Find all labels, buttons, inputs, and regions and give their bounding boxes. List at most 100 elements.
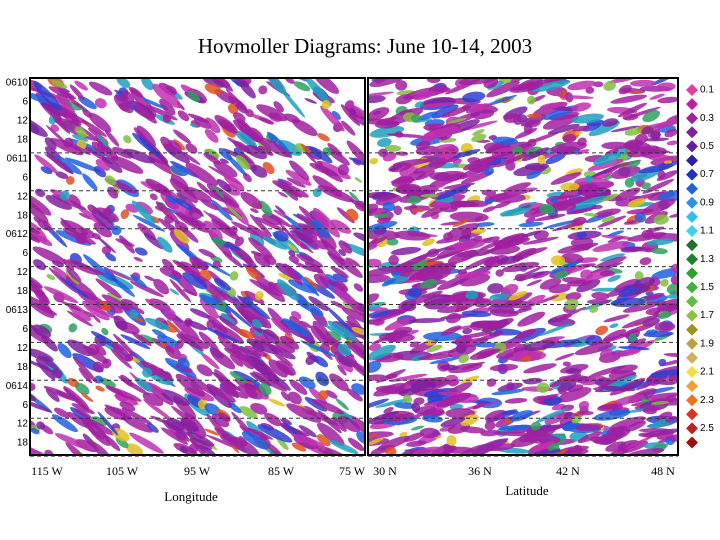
field-blob	[426, 248, 440, 258]
longitude-tick-label: 75 W	[339, 464, 366, 478]
colorbar-swatch	[686, 196, 698, 209]
field-blob	[403, 432, 424, 442]
field-blob	[213, 160, 238, 178]
colorbar-swatch	[686, 267, 698, 280]
field-blob	[337, 343, 352, 357]
field-blob	[275, 205, 286, 215]
field-blob	[74, 408, 92, 418]
field-blob	[591, 204, 603, 210]
field-blob	[157, 334, 179, 347]
field-blob	[455, 343, 467, 354]
field-blob	[477, 331, 505, 342]
field-blob	[95, 159, 110, 171]
field-blob	[173, 228, 190, 244]
field-blob	[97, 236, 116, 254]
field-blob	[59, 276, 90, 299]
field-blob	[577, 183, 598, 193]
latitude-tick-label: 42 N	[556, 464, 580, 478]
field-blob	[37, 219, 52, 231]
field-blob	[504, 237, 531, 247]
field-blob	[391, 176, 415, 188]
field-blob	[288, 279, 318, 294]
field-blob	[120, 90, 135, 105]
field-blob	[291, 119, 318, 136]
field-blob	[63, 386, 90, 409]
field-blob	[95, 385, 105, 392]
field-blob	[634, 212, 646, 223]
field-blob	[486, 80, 520, 98]
field-blob	[496, 347, 527, 359]
field-blob	[180, 417, 199, 435]
field-blob	[577, 431, 603, 444]
field-blob	[327, 320, 357, 341]
field-blob	[626, 448, 665, 455]
field-blob	[82, 300, 110, 321]
field-blob	[265, 371, 291, 391]
field-blob	[308, 410, 338, 426]
field-blob	[327, 253, 345, 271]
field-blob	[44, 137, 57, 151]
field-blob	[332, 416, 347, 432]
field-blob	[131, 200, 156, 224]
field-blob	[30, 116, 48, 138]
field-blob	[202, 78, 225, 88]
field-blob	[335, 280, 349, 293]
field-blob	[484, 199, 495, 204]
colorbar-swatch	[686, 309, 698, 322]
field-blob	[189, 123, 198, 128]
field-blob	[353, 283, 364, 292]
colorbar-swatch	[686, 366, 698, 378]
field-blob	[176, 333, 210, 349]
field-blob	[437, 183, 446, 188]
field-blob	[499, 207, 531, 217]
field-blob	[628, 90, 644, 94]
field-blob	[318, 166, 344, 183]
field-blob	[187, 90, 200, 103]
field-blob	[316, 445, 348, 455]
colorbar-swatch	[686, 380, 698, 393]
field-blob	[279, 87, 306, 118]
colorbar-swatch	[686, 225, 698, 237]
field-blob	[461, 310, 492, 318]
field-blob	[255, 275, 286, 303]
field-blob	[255, 216, 285, 232]
field-blob	[489, 293, 510, 301]
field-blob	[210, 199, 233, 221]
field-blob	[501, 261, 540, 273]
field-blob	[558, 389, 567, 395]
field-blob	[119, 235, 135, 254]
field-blob	[287, 243, 298, 252]
field-blob	[300, 143, 311, 154]
field-blob	[566, 207, 595, 215]
field-blob	[250, 164, 268, 178]
colorbar-label: 1.3	[700, 254, 714, 265]
field-blob	[445, 312, 461, 324]
field-blob	[268, 398, 286, 407]
field-blob	[40, 166, 53, 175]
field-blob	[35, 358, 56, 381]
field-blob	[317, 185, 355, 203]
field-blob	[252, 371, 287, 392]
field-blob	[481, 189, 497, 196]
time-label: 0612	[6, 229, 29, 240]
field-blob	[31, 283, 49, 303]
field-blob	[283, 263, 303, 286]
field-blob	[32, 246, 67, 265]
field-blob	[231, 221, 260, 236]
colorbar-swatch	[686, 154, 698, 167]
field-blob	[161, 427, 189, 445]
time-label: 6	[22, 324, 28, 335]
field-blob	[239, 406, 258, 419]
field-blob	[624, 139, 644, 149]
field-blob	[36, 421, 46, 430]
field-blob	[473, 298, 491, 308]
field-blob	[244, 345, 268, 357]
field-blob	[209, 386, 236, 403]
field-blob	[602, 193, 619, 202]
field-blob	[54, 433, 89, 450]
field-blob	[617, 346, 650, 351]
field-blob	[526, 170, 542, 180]
field-blob	[291, 442, 307, 452]
field-blob	[288, 250, 296, 257]
longitude-panel-field	[30, 78, 365, 455]
